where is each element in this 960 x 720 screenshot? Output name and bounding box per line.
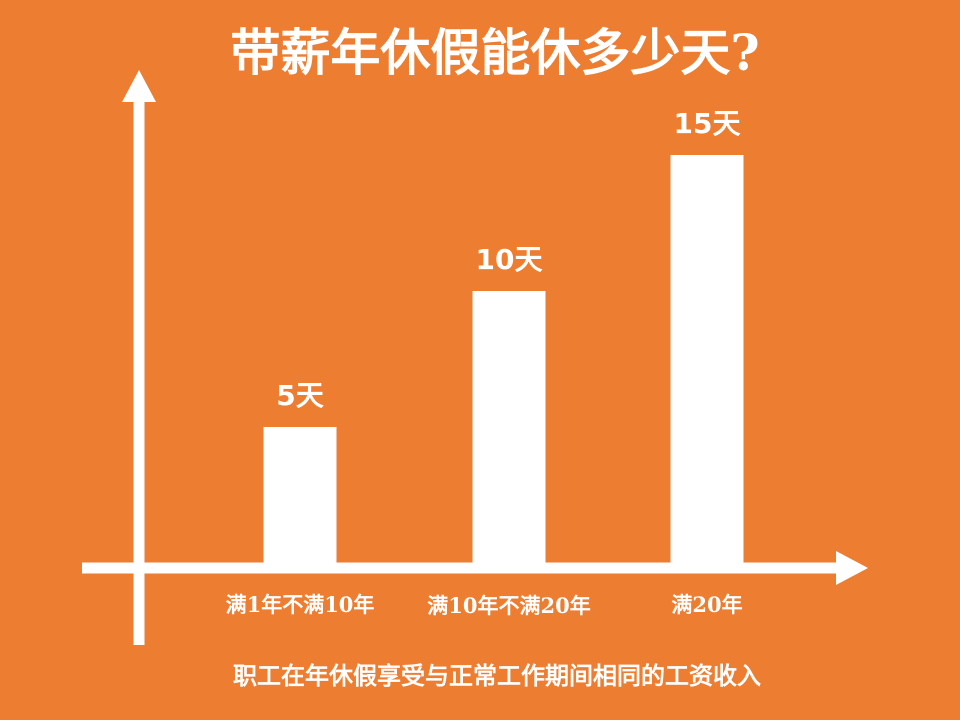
data-label-3: 15天 — [674, 107, 741, 140]
footer-note: 职工在年休假享受与正常工作期间相同的工资收入 — [233, 661, 761, 690]
x-axis-arrowhead — [836, 551, 868, 585]
bar-2 — [472, 291, 546, 563]
y-axis — [122, 70, 156, 645]
bars — [263, 155, 744, 563]
x-tick-label-2: 满10年不满20年 — [427, 593, 590, 618]
x-tick-label-3: 满20年 — [671, 592, 742, 617]
y-axis-arrowhead — [122, 70, 156, 102]
chart-title: 带薪年休假能休多少天? — [230, 23, 759, 82]
data-label-1: 5天 — [276, 379, 323, 412]
data-label-2: 10天 — [476, 243, 543, 276]
bar-3 — [670, 155, 744, 563]
x-tick-label-1: 满1年不满10年 — [226, 592, 375, 617]
data-labels: 5天 10天 15天 — [276, 107, 740, 412]
x-axis — [82, 551, 868, 585]
bar-1 — [263, 427, 337, 563]
x-tick-labels: 满1年不满10年 满10年不满20年 满20年 — [226, 592, 743, 618]
